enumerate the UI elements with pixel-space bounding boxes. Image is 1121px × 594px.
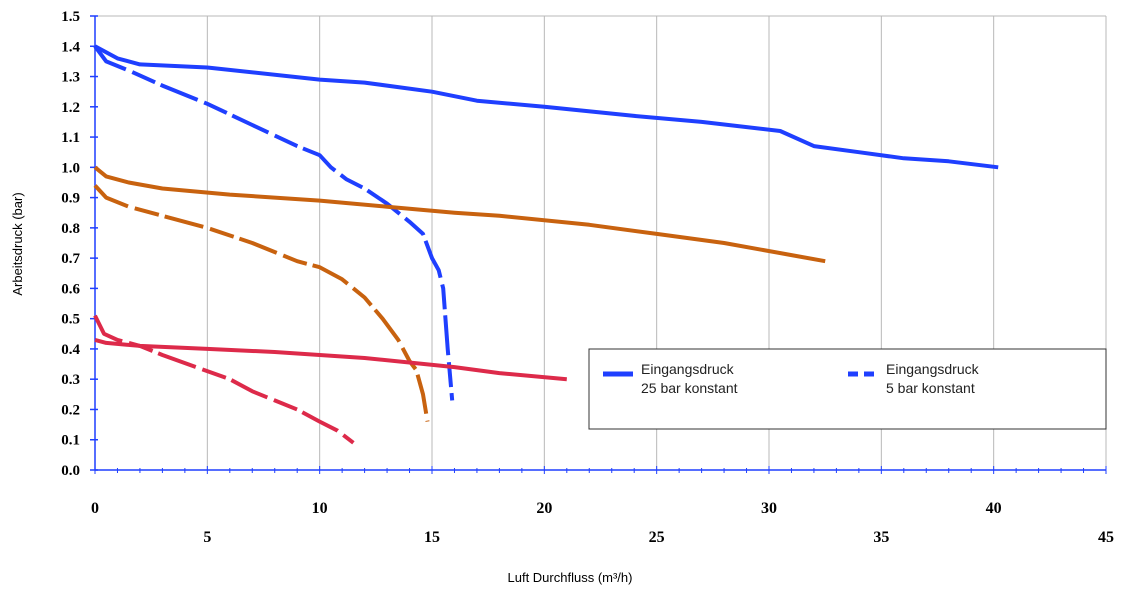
y-tick-label: 0.3 (61, 372, 80, 388)
legend-label-solid-line2: 25 bar konstant (641, 380, 738, 396)
y-tick-label: 0.6 (61, 281, 80, 297)
series-line-2 (93, 165, 826, 264)
series-line-3 (93, 184, 430, 422)
x-axis-title: Luft Durchfluss (m³/h) (508, 570, 633, 585)
y-tick-label: 0.8 (61, 221, 80, 237)
legend: Eingangsdruck 25 bar konstant Eingangsdr… (588, 348, 1107, 430)
y-tick-label: 1.5 (61, 9, 80, 25)
legend-label-dashed-line2: 5 bar konstant (886, 380, 975, 396)
series-line-5 (93, 314, 355, 445)
x-tick-label: 40 (986, 500, 1002, 517)
x-tick-label: 20 (536, 500, 552, 517)
y-tick-label: 1.4 (61, 39, 80, 55)
y-axis-title: Arbeitsdruck (bar) (10, 192, 25, 295)
y-tick-label: 1.2 (61, 100, 80, 116)
x-tick-label: 35 (873, 529, 889, 546)
x-tick-label: 25 (649, 529, 665, 546)
y-tick-label: 0.9 (61, 191, 80, 207)
y-tick-label: 1.3 (61, 70, 80, 86)
x-tick-label: 30 (761, 500, 777, 517)
legend-label-dashed-line1: Eingangsdruck (886, 361, 980, 377)
x-tick-label: 45 (1098, 529, 1114, 546)
data-series (93, 44, 999, 445)
y-tick-label: 0.4 (61, 342, 80, 358)
series-line-1 (93, 45, 455, 401)
series-line-4 (94, 337, 567, 382)
y-tick-label: 0.7 (61, 251, 80, 267)
y-tick-label: 0.0 (61, 463, 80, 479)
x-tick-label: 0 (91, 500, 99, 517)
y-tick-label: 0.5 (61, 312, 80, 328)
x-tick-label: 15 (424, 529, 440, 546)
y-tick-label: 1.1 (61, 130, 80, 146)
legend-label-solid-line1: Eingangsdruck (641, 361, 735, 377)
y-tick-label: 1.0 (61, 160, 80, 176)
y-tick-label: 0.1 (61, 433, 80, 449)
y-tick-label: 0.2 (61, 402, 80, 418)
x-tick-label: 5 (203, 529, 211, 546)
legend-frame (588, 348, 1107, 430)
axes: 0.0 0.1 0.2 0.3 0.4 0.5 0.6 0.7 0.8 0.9 1.0 1.1 1.2 1… (61, 9, 1114, 546)
series-line-0 (94, 44, 999, 170)
x-tick-label: 10 (312, 500, 328, 517)
